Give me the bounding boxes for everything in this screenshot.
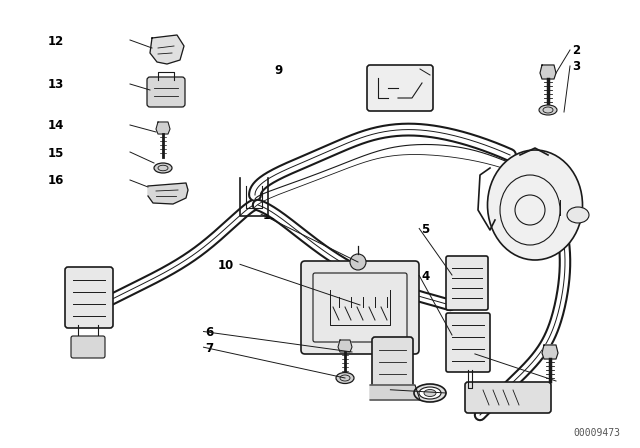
FancyBboxPatch shape xyxy=(65,267,113,328)
Text: 00009473: 00009473 xyxy=(573,428,620,438)
Ellipse shape xyxy=(419,387,441,399)
Text: 9: 9 xyxy=(274,64,282,77)
Text: 3: 3 xyxy=(572,60,580,73)
Text: 15: 15 xyxy=(48,146,65,160)
Text: 4: 4 xyxy=(421,270,429,283)
Text: 2: 2 xyxy=(477,348,485,362)
Text: 8: 8 xyxy=(392,384,401,397)
FancyBboxPatch shape xyxy=(446,256,488,310)
Text: 12: 12 xyxy=(48,34,64,48)
Text: 2: 2 xyxy=(572,43,580,56)
Ellipse shape xyxy=(488,150,582,260)
Ellipse shape xyxy=(539,105,557,115)
Polygon shape xyxy=(156,122,170,134)
Polygon shape xyxy=(338,340,352,352)
Circle shape xyxy=(350,254,366,270)
FancyBboxPatch shape xyxy=(147,77,185,107)
Text: 11: 11 xyxy=(263,208,279,222)
Text: 6: 6 xyxy=(205,326,214,339)
Text: 10: 10 xyxy=(218,258,234,272)
Text: 5: 5 xyxy=(421,223,429,236)
Text: 7: 7 xyxy=(205,341,214,355)
Text: 14: 14 xyxy=(48,119,65,132)
Polygon shape xyxy=(542,345,558,359)
Text: 16: 16 xyxy=(48,173,65,187)
Text: 13: 13 xyxy=(48,78,64,91)
FancyBboxPatch shape xyxy=(301,261,419,354)
FancyBboxPatch shape xyxy=(465,382,551,413)
Text: 1: 1 xyxy=(560,208,568,221)
FancyBboxPatch shape xyxy=(446,313,490,372)
Polygon shape xyxy=(148,183,188,204)
FancyBboxPatch shape xyxy=(372,337,413,388)
Polygon shape xyxy=(370,385,420,400)
Polygon shape xyxy=(150,35,184,64)
FancyBboxPatch shape xyxy=(71,336,105,358)
Ellipse shape xyxy=(154,163,172,173)
Ellipse shape xyxy=(424,389,436,396)
Ellipse shape xyxy=(336,372,354,383)
Ellipse shape xyxy=(567,207,589,223)
FancyBboxPatch shape xyxy=(367,65,433,111)
Polygon shape xyxy=(540,65,556,79)
Ellipse shape xyxy=(414,384,446,402)
